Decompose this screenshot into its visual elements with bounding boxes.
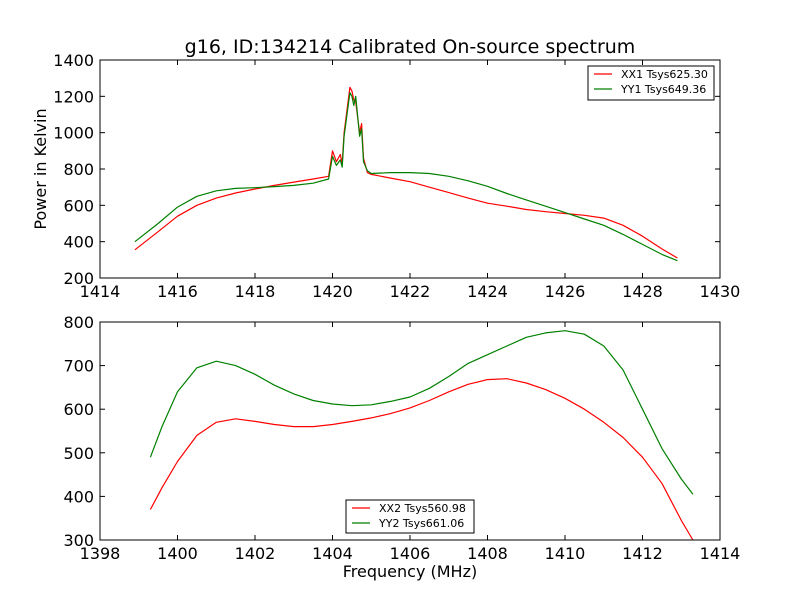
top-x-tick-label: 1424 — [467, 282, 508, 301]
bottom-series-lines — [149, 330, 694, 541]
bottom-x-tick-label: 1414 — [700, 544, 741, 563]
bottom-ticks: 1398 1400 1402 1404 1406 1408 1410 1412 1414 300 4… — [63, 313, 740, 563]
bottom-x-tick-label: 1402 — [235, 544, 276, 563]
bottom-series-line-red — [149, 378, 694, 541]
top-x-tick-label: 1418 — [235, 282, 276, 301]
bottom-x-tick-label: 1412 — [622, 544, 663, 563]
bottom-y-tick-label: 400 — [63, 487, 94, 506]
top-axes-frame — [99, 59, 721, 279]
top-y-tick-label: 1200 — [53, 87, 94, 106]
bottom-x-tick-label: 1400 — [157, 544, 198, 563]
bottom-series-line-green — [149, 330, 694, 495]
bottom-x-tick-label: 1398 — [80, 544, 121, 563]
top-y-tick-label: 1000 — [53, 124, 94, 143]
figure-title: g16, ID:134214 Calibrated On-source spec… — [185, 36, 636, 58]
legend-label-yy1: YY1 Tsys649.36 — [620, 83, 706, 96]
bottom-axes-frame — [99, 321, 721, 541]
bottom-y-tick-label: 700 — [63, 357, 94, 376]
top-x-tick-label: 1430 — [700, 282, 741, 301]
legend-label-yy2: YY2 Tsys661.06 — [378, 517, 464, 530]
x-axis-label: Frequency (MHz) — [343, 562, 477, 581]
top-series-lines — [134, 86, 678, 262]
bottom-y-tick-label: 500 — [63, 444, 94, 463]
top-x-tick-label: 1414 — [80, 282, 121, 301]
top-legend-box — [587, 65, 715, 101]
top-y-tick-label: 600 — [63, 196, 94, 215]
bottom-panel: 1398 1400 1402 1404 1406 1408 1410 1412 1414 300 4… — [63, 313, 740, 581]
top-y-tick-label: 1400 — [53, 51, 94, 70]
bottom-x-tick-label: 1404 — [312, 544, 353, 563]
bottom-x-tick-label: 1408 — [467, 544, 508, 563]
bottom-y-tick-label: 800 — [63, 313, 94, 332]
top-legend: XX1 Tsys625.30 YY1 Tsys649.36 — [587, 65, 715, 101]
top-series-line-green — [134, 92, 678, 262]
legend-label-xx1: XX1 Tsys625.30 — [621, 68, 708, 81]
top-y-tick-label: 400 — [63, 233, 94, 252]
bottom-y-tick-label: 600 — [63, 400, 94, 419]
top-y-tick-label: 800 — [63, 160, 94, 179]
legend-label-xx2: XX2 Tsys560.98 — [379, 502, 466, 515]
top-panel: 1414 1416 1418 1420 1422 1424 1426 1428 1430 200 4… — [31, 51, 740, 301]
top-x-tick-label: 1422 — [390, 282, 431, 301]
top-ticks: 1414 1416 1418 1420 1422 1424 1426 1428 1430 200 4… — [53, 51, 740, 301]
bottom-legend-box — [345, 499, 475, 534]
bottom-legend: XX2 Tsys560.98 YY2 Tsys661.06 — [345, 499, 475, 534]
top-y-axis-label: Power in Kelvin — [31, 108, 50, 229]
top-y-tick-label: 200 — [63, 269, 94, 288]
top-x-tick-label: 1426 — [545, 282, 586, 301]
top-x-tick-label: 1420 — [312, 282, 353, 301]
bottom-y-tick-label: 300 — [63, 531, 94, 550]
top-x-tick-label: 1416 — [157, 282, 198, 301]
top-x-tick-label: 1428 — [622, 282, 663, 301]
bottom-x-tick-label: 1410 — [545, 544, 586, 563]
bottom-x-tick-label: 1406 — [390, 544, 431, 563]
